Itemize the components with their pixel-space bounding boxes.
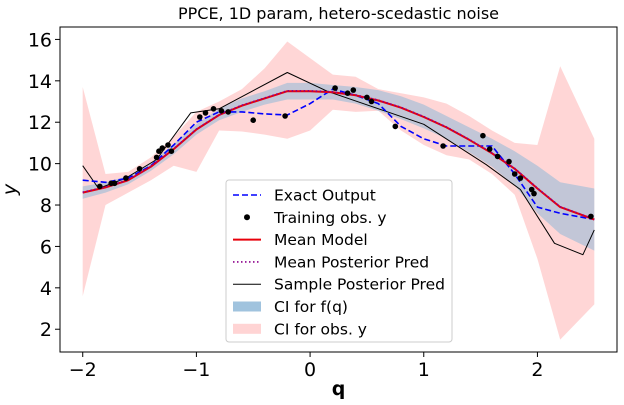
chart-title: PPCE, 1D param, hetero-scedastic noise xyxy=(178,4,499,23)
legend-label: Sample Posterior Pred xyxy=(274,276,445,294)
legend: Exact Output Training obs. y Mean Model Mea… xyxy=(225,179,453,343)
training-point xyxy=(517,175,524,181)
training-point xyxy=(480,132,486,139)
training-point xyxy=(368,98,375,105)
training-point xyxy=(364,94,370,101)
training-point xyxy=(123,175,129,181)
training-point xyxy=(344,90,351,96)
y-tick-label: 12 xyxy=(28,112,52,134)
legend-label: Training obs. y xyxy=(273,209,387,227)
x-axis-ticks: −2 −1 0 1 2 xyxy=(69,352,543,381)
legend-label: CI for obs. y xyxy=(274,320,367,338)
y-tick-label: 10 xyxy=(28,154,52,176)
training-point xyxy=(250,117,256,123)
y-axis-label: y xyxy=(0,183,21,196)
training-point xyxy=(159,145,166,151)
x-tick-label: 2 xyxy=(531,359,543,381)
band-ci-for-f-q xyxy=(82,82,595,251)
legend-box xyxy=(225,179,453,343)
series-line-sample-posterior-pred xyxy=(82,72,595,256)
x-tick-label: 0 xyxy=(304,359,316,381)
training-point xyxy=(531,190,537,197)
training-point xyxy=(168,148,175,154)
legend-handle-training-obs-y xyxy=(244,214,250,221)
series-line-mean-posterior-pred xyxy=(82,90,595,220)
training-point xyxy=(225,109,231,115)
legend-label: Mean Posterior Pred xyxy=(274,253,429,271)
training-point xyxy=(197,114,203,120)
legend-handle-ci-for-obs-y xyxy=(233,323,261,334)
legend-label: Exact Output xyxy=(274,187,376,205)
y-axis-ticks: 2 4 6 8 10 12 14 16 xyxy=(28,29,60,341)
plot-area xyxy=(82,41,595,340)
training-point xyxy=(210,106,217,112)
training-point xyxy=(332,85,338,91)
training-point xyxy=(588,213,594,220)
training-point xyxy=(97,183,103,190)
axes-frame xyxy=(59,26,618,353)
y-tick-label: 2 xyxy=(40,319,52,341)
y-tick-label: 16 xyxy=(28,29,52,51)
points-layer xyxy=(97,85,594,220)
y-tick-label: 4 xyxy=(40,278,52,300)
training-point xyxy=(511,171,518,177)
y-tick-label: 6 xyxy=(40,236,52,258)
training-point xyxy=(506,158,512,165)
training-point xyxy=(136,166,143,172)
x-tick-label: 1 xyxy=(418,359,430,381)
bands-layer xyxy=(82,41,595,340)
legend-label: CI for f(q) xyxy=(274,298,348,316)
training-point xyxy=(111,180,118,187)
training-point xyxy=(486,146,493,152)
training-point xyxy=(494,153,501,160)
y-tick-label: 8 xyxy=(40,195,52,217)
x-tick-label: −2 xyxy=(69,359,97,381)
x-axis-label: q xyxy=(332,378,346,400)
training-point xyxy=(350,87,357,93)
training-point xyxy=(153,154,160,161)
training-point xyxy=(440,143,446,149)
x-tick-label: −1 xyxy=(182,359,210,381)
training-point xyxy=(218,108,225,114)
legend-label: Mean Model xyxy=(274,231,368,249)
legend-handle-ci-for-f-q xyxy=(233,301,261,312)
training-point xyxy=(282,113,288,119)
training-point xyxy=(165,142,171,148)
training-point xyxy=(202,110,209,116)
y-tick-label: 14 xyxy=(28,71,52,93)
training-point xyxy=(528,186,535,193)
training-point xyxy=(392,123,399,130)
